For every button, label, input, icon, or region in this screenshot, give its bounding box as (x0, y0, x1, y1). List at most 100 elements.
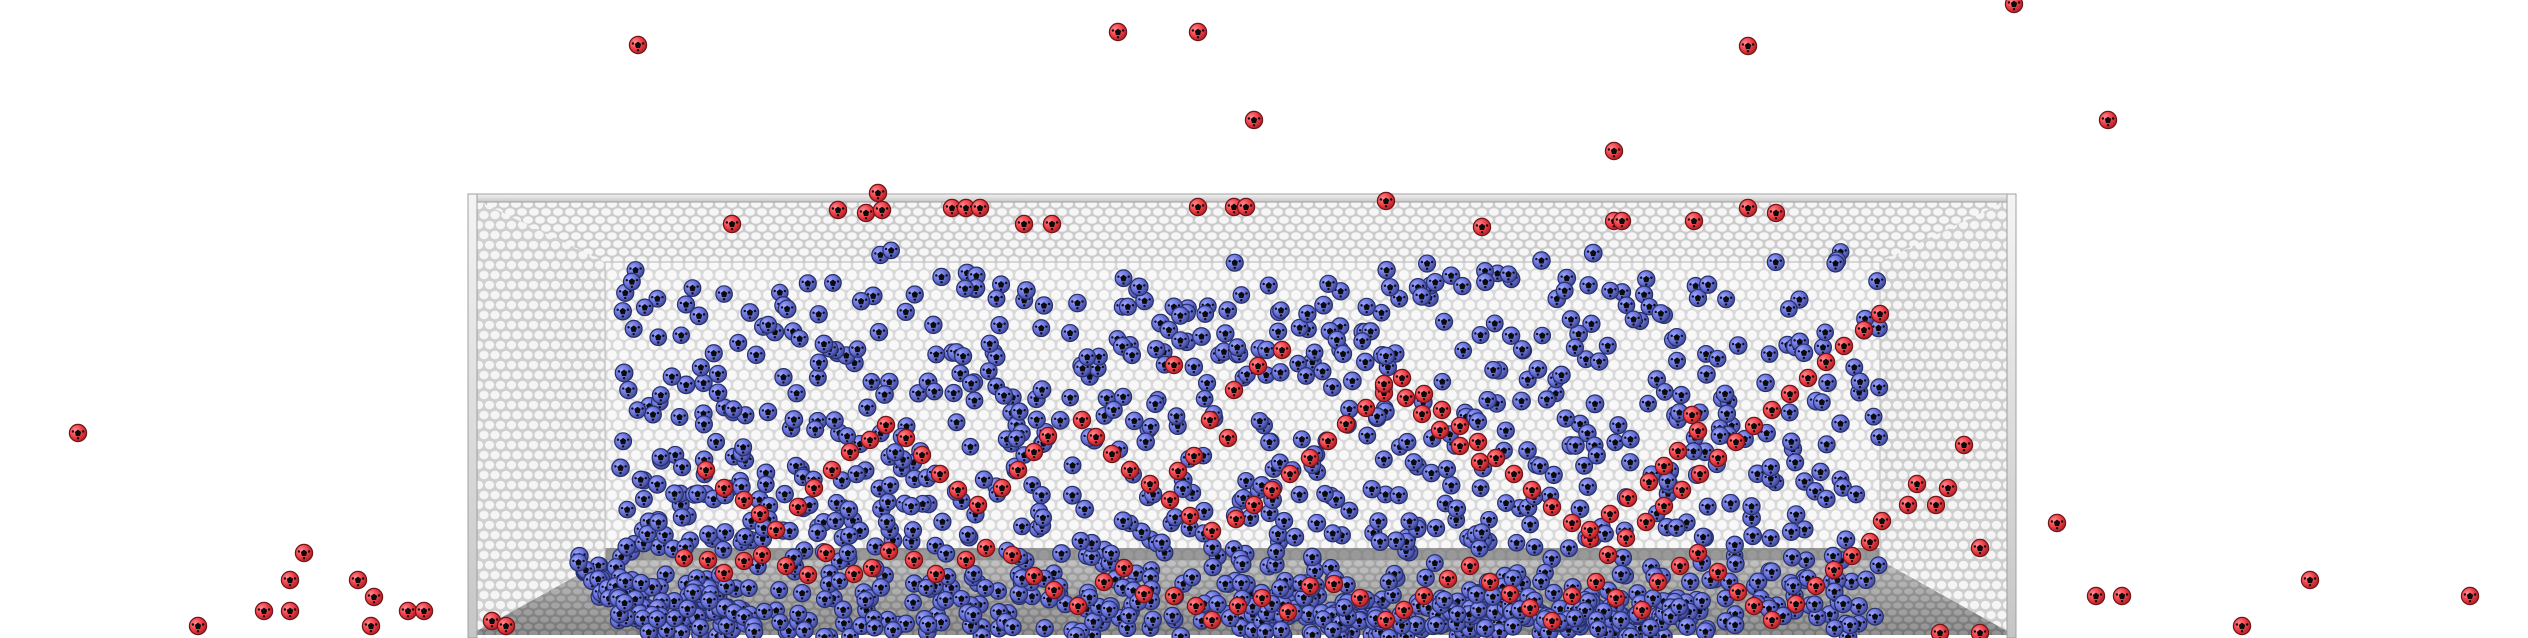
blue-ball (1316, 484, 1334, 503)
blue-ball (613, 302, 632, 321)
red-ball (2300, 570, 2320, 590)
blue-ball (1555, 281, 1574, 300)
red-ball (1038, 426, 1058, 446)
blue-ball (1476, 272, 1495, 292)
blue-ball (1323, 524, 1342, 543)
red-ball (1224, 380, 1244, 400)
red-ball (674, 548, 694, 568)
blue-ball (814, 334, 834, 354)
blue-ball (924, 315, 943, 335)
red-ball (1218, 428, 1238, 448)
blue-ball (777, 299, 797, 319)
blue-ball (1113, 511, 1133, 531)
blue-ball (1684, 442, 1703, 461)
blue-ball (838, 544, 857, 563)
blue-ball (1766, 253, 1785, 272)
blue-ball (1225, 253, 1244, 272)
blue-ball (865, 618, 884, 637)
blue-ball (1668, 351, 1687, 370)
blue-ball (683, 583, 702, 602)
blue-ball (824, 274, 842, 292)
blue-ball (648, 610, 667, 629)
red-ball (188, 616, 208, 636)
blue-ball (1717, 290, 1736, 309)
blue-ball (780, 521, 799, 541)
blue-ball (1195, 389, 1214, 408)
red-ball (1520, 598, 1540, 618)
blue-ball (1290, 485, 1309, 504)
blue-ball (1781, 522, 1801, 541)
red-ball (1414, 586, 1434, 606)
blue-ball (1442, 476, 1461, 495)
blue-ball (1197, 373, 1217, 393)
red-ball (1618, 488, 1638, 508)
blue-ball (990, 315, 1009, 335)
blue-ball (1472, 523, 1491, 542)
blue-ball (615, 593, 634, 613)
blue-ball (903, 521, 923, 540)
red-ball (1684, 211, 1704, 231)
red-ball (1094, 572, 1114, 592)
red-ball (1562, 586, 1582, 606)
blue-ball (882, 241, 901, 260)
red-ball (1598, 545, 1618, 565)
blue-ball (1761, 458, 1780, 477)
red-ball (776, 556, 796, 576)
blue-ball (1467, 585, 1486, 604)
blue-ball (569, 553, 588, 572)
red-ball (1180, 506, 1200, 526)
blue-ball (1267, 542, 1286, 561)
blue-ball (1512, 391, 1531, 411)
blue-ball (1003, 618, 1022, 637)
blue-ball (1369, 512, 1388, 531)
blue-ball (1250, 411, 1269, 430)
blue-ball (1338, 576, 1356, 594)
blue-ball (992, 275, 1011, 294)
blue-ball (1817, 435, 1836, 454)
red-ball (1766, 203, 1786, 223)
red-ball (1324, 574, 1344, 594)
red-ball (2004, 0, 2024, 14)
blue-ball (994, 386, 1014, 405)
blue-ball (1552, 365, 1571, 385)
blue-ball (944, 383, 963, 403)
blue-ball (834, 614, 853, 633)
red-ball (1870, 304, 1890, 324)
blue-ball (1708, 349, 1727, 368)
blue-ball (758, 402, 778, 422)
blue-ball (1032, 380, 1052, 400)
red-ball (294, 543, 314, 563)
blue-ball (672, 326, 691, 345)
blue-ball (1435, 312, 1454, 331)
red-ball (1108, 22, 1128, 42)
blue-ball (1272, 301, 1290, 320)
blue-ball (1307, 513, 1327, 533)
blue-ball (690, 618, 710, 637)
blue-ball (1052, 544, 1071, 563)
red-ball (1376, 191, 1396, 211)
red-ball (1280, 464, 1300, 484)
blue-ball (1697, 365, 1716, 384)
red-ball (1930, 623, 1950, 638)
blue-ball (1598, 336, 1617, 355)
blue-ball (1544, 583, 1563, 602)
blue-ball (1159, 320, 1179, 340)
red-ball (1786, 594, 1806, 614)
blue-ball (795, 621, 814, 638)
blue-ball (670, 408, 689, 427)
blue-ball (1298, 304, 1317, 324)
blue-ball (1468, 412, 1488, 431)
blue-ball (1531, 457, 1549, 475)
blue-ball (1100, 600, 1119, 619)
blue-ball (771, 613, 789, 632)
blue-ball (1518, 441, 1537, 460)
blue-ball (1542, 549, 1561, 568)
red-ball (1072, 410, 1092, 430)
red-ball (1654, 496, 1674, 516)
red-ball (1648, 572, 1668, 592)
blue-ball (1864, 407, 1883, 426)
blue-ball (1173, 479, 1193, 499)
red-ball (1726, 432, 1746, 452)
blue-ball (1565, 609, 1584, 628)
red-ball (1926, 495, 1946, 515)
